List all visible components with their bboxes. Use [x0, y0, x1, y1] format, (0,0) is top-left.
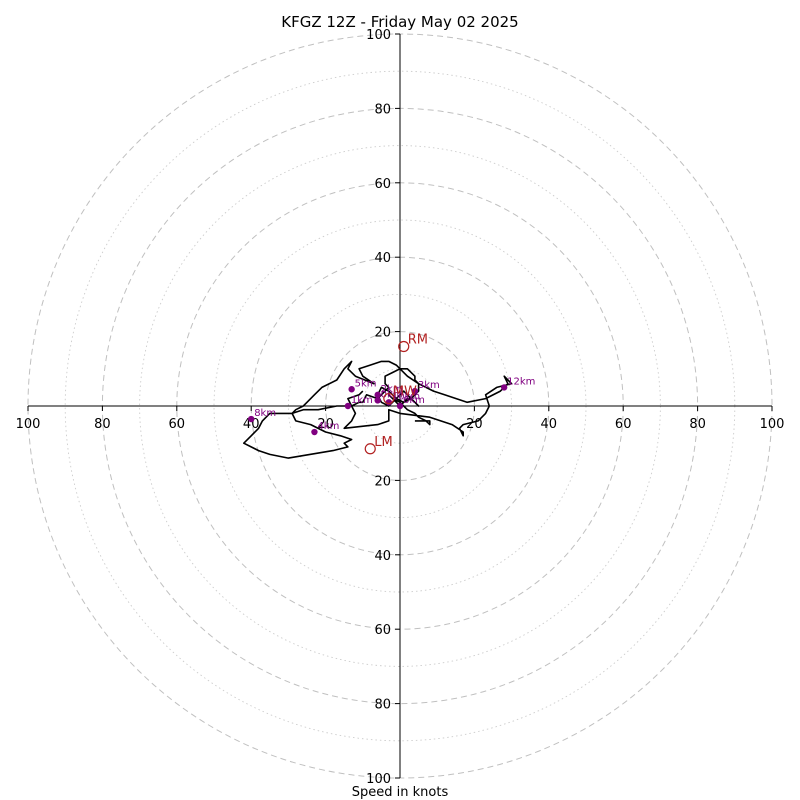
y-tick-label: 100 [366, 772, 391, 787]
height-marker-2km [374, 391, 381, 399]
y-tick-label: 60 [374, 623, 391, 638]
y-tick-label: 40 [374, 251, 391, 266]
x-tick-label: 20 [317, 417, 334, 432]
height-marker-label: 1km [351, 395, 373, 406]
hodograph-trace-group [243, 360, 513, 459]
y-tick-label: 20 [374, 474, 391, 489]
x-tick-label: 80 [689, 417, 706, 432]
height-marker-3km [411, 387, 419, 395]
y-tick-label: 80 [374, 102, 391, 117]
storm-motion-label-mw: MW [393, 385, 417, 400]
x-tick-label: 40 [243, 417, 260, 432]
height-marker-1km [344, 402, 352, 410]
hodograph-trace [243, 360, 513, 459]
y-tick-label: 40 [374, 549, 391, 564]
height-marker-6km [396, 402, 404, 410]
x-tick-label: 80 [94, 417, 111, 432]
height-marker-4km [311, 428, 318, 436]
x-tick-label: 60 [615, 417, 632, 432]
storm-motion-marker-mw [383, 392, 395, 405]
chart-title: KFGZ 12Z - Friday May 02 2025 [281, 13, 518, 31]
height-marker-label: 6km [403, 395, 425, 406]
height-marker-label: 5km [355, 378, 377, 389]
height-marker-label: 8km [254, 408, 276, 419]
height-marker-label: 2km [381, 384, 403, 395]
height-marker-label: 12km [507, 376, 535, 387]
height-marker-12km [500, 384, 508, 391]
y-tick-label: 100 [366, 28, 391, 43]
y-tick-label: 20 [374, 326, 391, 341]
x-tick-label: 60 [169, 417, 186, 432]
height-marker-label: 10km [392, 391, 420, 402]
x-axis-label: Speed in knots [352, 785, 449, 800]
x-tick-label: 100 [16, 417, 41, 432]
storm-motion-marker-lm [364, 443, 376, 455]
storm-motion-marker-rm [398, 340, 410, 353]
height-marker-label: 3km [418, 380, 440, 391]
height-marker-8km [248, 415, 255, 423]
storm-motion-markers: RM LM MW [364, 332, 428, 455]
storm-motion-label-lm: LM [374, 435, 392, 450]
height-marker-5km [348, 386, 355, 393]
x-tick-label: 40 [541, 417, 558, 432]
y-tick-label: 80 [374, 698, 391, 713]
height-marker-label: 4km [317, 421, 339, 432]
x-tick-label: 100 [760, 417, 785, 432]
y-tick-label: 60 [374, 177, 391, 192]
storm-motion-label-rm: RM [408, 332, 428, 347]
height-marker-0km [374, 397, 381, 404]
